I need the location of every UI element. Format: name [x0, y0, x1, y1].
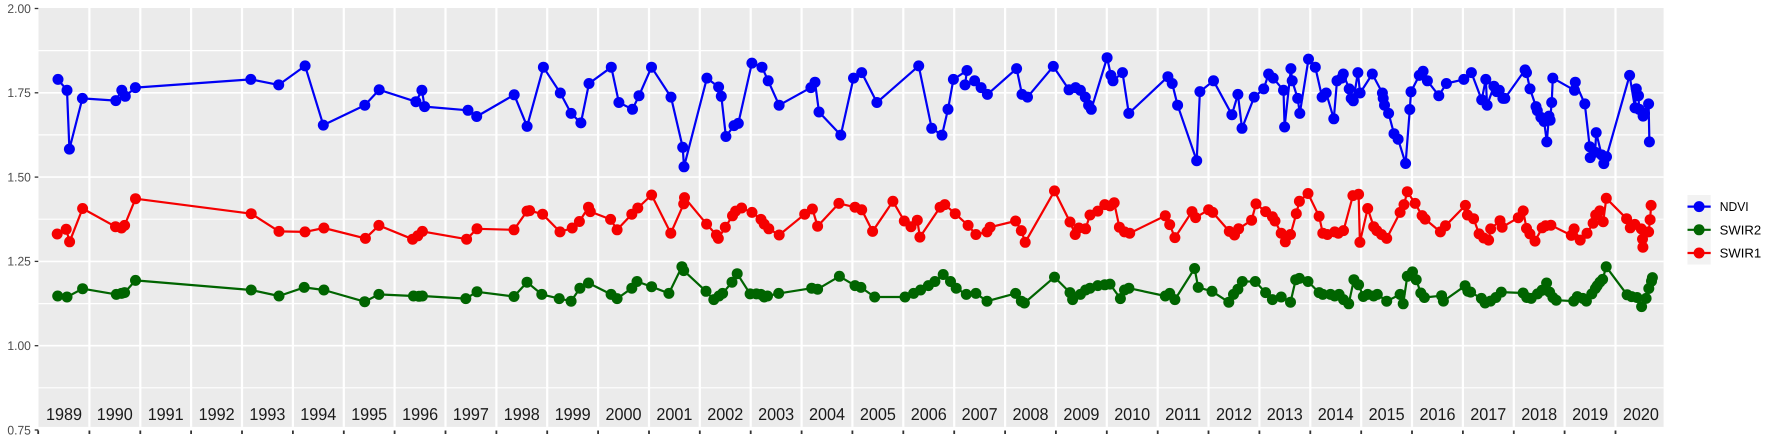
- svg-text:2007: 2007: [962, 404, 998, 424]
- svg-text:1994: 1994: [300, 404, 336, 424]
- svg-text:SWIR1: SWIR1: [1720, 246, 1762, 261]
- svg-text:2006: 2006: [911, 404, 947, 424]
- svg-text:1993: 1993: [249, 404, 285, 424]
- svg-text:1990: 1990: [97, 404, 133, 424]
- svg-text:2018: 2018: [1521, 404, 1557, 424]
- svg-text:2016: 2016: [1420, 404, 1456, 424]
- svg-text:2011: 2011: [1165, 404, 1201, 424]
- svg-text:1998: 1998: [504, 404, 540, 424]
- svg-text:2.00: 2.00: [7, 2, 31, 16]
- svg-text:2004: 2004: [809, 404, 845, 424]
- svg-text:1991: 1991: [148, 404, 184, 424]
- svg-text:2000: 2000: [606, 404, 642, 424]
- svg-text:1.25: 1.25: [7, 255, 31, 269]
- svg-text:1.75: 1.75: [7, 86, 31, 100]
- svg-text:2017: 2017: [1470, 404, 1506, 424]
- svg-text:2009: 2009: [1063, 404, 1099, 424]
- svg-text:2015: 2015: [1369, 404, 1405, 424]
- svg-text:SWIR2: SWIR2: [1720, 222, 1762, 237]
- svg-text:NDVI: NDVI: [1720, 199, 1749, 214]
- svg-text:2020: 2020: [1623, 404, 1659, 424]
- svg-text:0.75: 0.75: [7, 423, 31, 437]
- svg-text:1.50: 1.50: [7, 170, 31, 184]
- svg-text:1996: 1996: [402, 404, 438, 424]
- svg-text:2008: 2008: [1013, 404, 1049, 424]
- svg-text:2013: 2013: [1267, 404, 1303, 424]
- svg-text:2003: 2003: [758, 404, 794, 424]
- svg-text:2002: 2002: [707, 404, 743, 424]
- svg-text:2014: 2014: [1318, 404, 1354, 424]
- svg-text:1992: 1992: [199, 404, 235, 424]
- svg-text:2019: 2019: [1572, 404, 1608, 424]
- svg-text:2005: 2005: [860, 404, 896, 424]
- svg-text:1997: 1997: [453, 404, 489, 424]
- svg-text:2012: 2012: [1216, 404, 1252, 424]
- svg-text:1995: 1995: [351, 404, 387, 424]
- svg-text:1989: 1989: [46, 404, 82, 424]
- svg-text:1999: 1999: [555, 404, 591, 424]
- svg-text:2010: 2010: [1114, 404, 1150, 424]
- svg-text:1.00: 1.00: [7, 339, 31, 353]
- svg-text:2001: 2001: [656, 404, 692, 424]
